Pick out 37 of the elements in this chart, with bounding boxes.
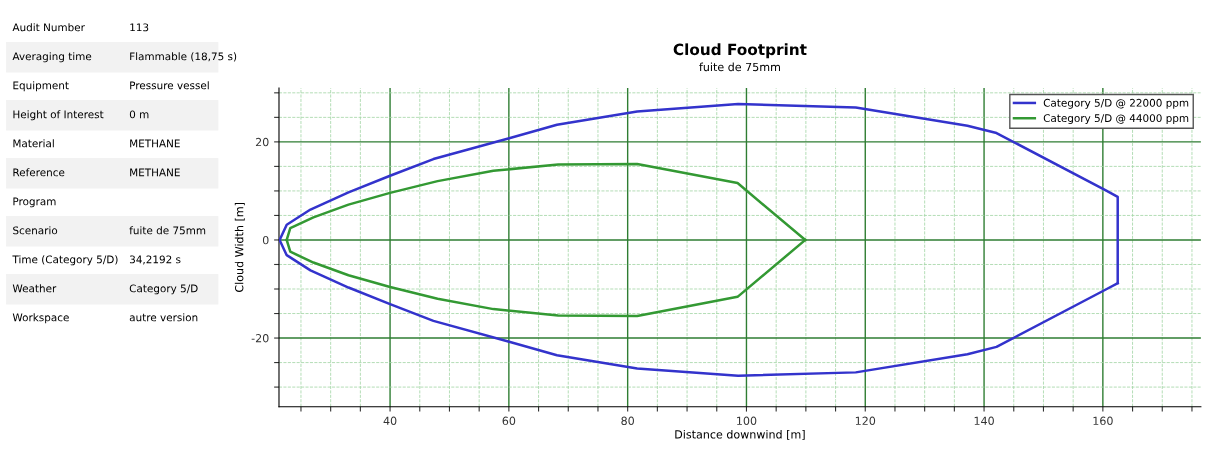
text: 34,2192 s — [129, 255, 181, 265]
legend-label: Category 5/D @ 44000 ppm — [1043, 114, 1189, 125]
x-tick-label: 80 — [621, 416, 634, 426]
chart-title: Cloud Footprint — [673, 43, 807, 59]
category-label: Workspace — [12, 313, 69, 324]
y-tick-label: 20 — [255, 137, 269, 147]
x-tick-label: 60 — [502, 416, 516, 426]
x-tick-label: 120 — [855, 416, 876, 426]
category-label: Equipment — [13, 81, 69, 92]
category-label: Time (Category 5/D) — [12, 255, 118, 266]
x-tick-label: 40 — [383, 416, 397, 426]
category-label: Reference — [13, 168, 65, 177]
text: METHANE — [130, 139, 180, 148]
chart-subtitle: fuite de 75mm — [699, 62, 780, 72]
legend-label: Category 5/D @ 22000 ppm — [1043, 98, 1189, 109]
category-label: Height of Interest — [13, 110, 104, 121]
category-label: Material — [13, 139, 54, 148]
x-tick-label: 100 — [737, 416, 757, 426]
category-label: Program — [13, 197, 56, 208]
category-label: Scenario — [13, 226, 58, 235]
text: 0 m — [129, 110, 149, 119]
x-tick-label: 160 — [1093, 416, 1113, 426]
text: Flammable (18,75 s) — [130, 52, 237, 62]
x-tick-label: 140 — [974, 416, 994, 426]
text: fuite de 75mm — [129, 226, 206, 235]
text: METHANE — [130, 168, 180, 177]
text: 113 — [130, 23, 149, 32]
text: Category 5/D — [129, 284, 198, 295]
y-axis-title: Cloud Width [m] — [234, 202, 245, 292]
category-label: Audit Number — [12, 23, 85, 32]
category-label: Weather — [12, 284, 57, 293]
y-tick-label: 0 — [262, 235, 269, 245]
text: autre version — [129, 313, 198, 322]
text: Pressure vessel — [130, 81, 209, 90]
x-axis-title: Distance downwind [m] — [675, 429, 805, 440]
category-label: Averaging time — [12, 52, 92, 63]
y-tick-label: -20 — [251, 334, 269, 343]
